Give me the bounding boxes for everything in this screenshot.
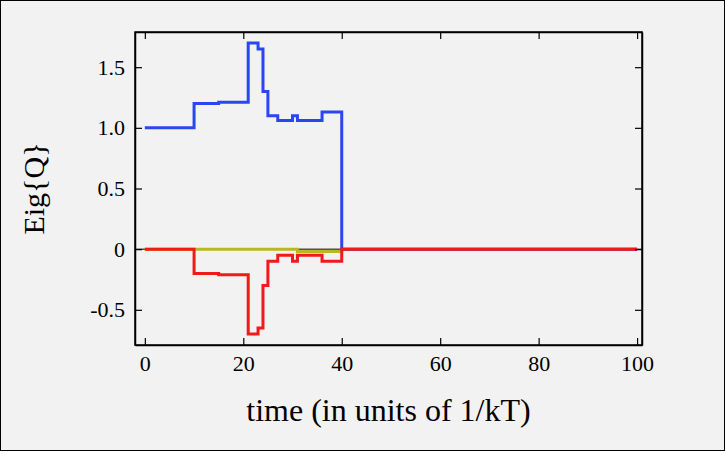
tick-mark <box>635 128 642 129</box>
tick-label: 80 <box>528 351 550 376</box>
tick-mark <box>145 32 146 39</box>
tick <box>342 32 343 39</box>
tick-mark <box>635 249 642 250</box>
tick-mark <box>635 67 642 68</box>
tick-mark <box>637 32 638 39</box>
tick-label: 60 <box>430 351 452 376</box>
tick <box>440 32 441 39</box>
series-line <box>145 249 637 334</box>
frame <box>135 32 642 345</box>
tick <box>243 32 244 39</box>
chart: 0 20 40 60 80 100 -0.5 0 0.5 1.0 1.5 time (in units… <box>0 0 725 451</box>
tick-label: 0 <box>140 351 151 376</box>
tick-label: 0 <box>114 237 125 262</box>
tick-mark <box>135 249 142 250</box>
x-axis-title: time (in units of 1/kT) <box>246 392 530 428</box>
tick-mark <box>243 32 244 39</box>
tick <box>635 310 642 311</box>
tick-label: -0.5 <box>90 297 125 322</box>
tick: 100 <box>621 338 654 376</box>
series-group <box>145 43 637 334</box>
tick: 0 <box>114 237 142 262</box>
tick: 0 <box>140 338 151 376</box>
background <box>1 1 725 451</box>
tick-mark <box>145 338 146 345</box>
tick <box>635 249 642 250</box>
tick: 40 <box>331 338 353 376</box>
tick-mark <box>135 310 142 311</box>
tick-mark <box>135 128 142 129</box>
y-axis: -0.5 0 0.5 1.0 1.5 <box>90 33 142 346</box>
tick-label: 20 <box>233 351 255 376</box>
tick-mark <box>635 310 642 311</box>
tick: -0.5 <box>90 297 142 322</box>
tick: 0.5 <box>98 176 143 201</box>
tick <box>635 67 642 68</box>
tick: 60 <box>430 338 452 376</box>
tick: 1.0 <box>98 115 143 140</box>
tick: 80 <box>528 338 550 376</box>
tick-mark <box>135 188 142 189</box>
tick-mark <box>440 32 441 39</box>
y-axis-right <box>635 33 643 346</box>
tick <box>635 189 642 190</box>
series-line <box>145 43 637 249</box>
tick-mark <box>342 32 343 39</box>
tick-mark <box>135 67 142 68</box>
y-axis-title: Eig{Q} <box>17 142 50 234</box>
tick-mark <box>539 32 540 39</box>
tick <box>539 32 540 39</box>
tick-mark <box>635 188 642 189</box>
tick-label: 1.0 <box>98 115 126 140</box>
tick <box>635 128 642 129</box>
tick-label: 40 <box>331 351 353 376</box>
axis-line <box>136 32 643 34</box>
tick-mark <box>342 338 343 345</box>
tick-mark <box>243 338 244 345</box>
tick <box>637 32 638 39</box>
tick-label: 100 <box>621 351 654 376</box>
tick: 20 <box>233 338 255 376</box>
tick-mark <box>539 338 540 345</box>
x-axis: 0 20 40 60 80 100 <box>136 338 655 376</box>
tick-mark <box>440 338 441 345</box>
tick-label: 0.5 <box>98 176 126 201</box>
tick: 1.5 <box>98 55 143 80</box>
plot: 0 20 40 60 80 100 -0.5 0 0.5 1.0 1.5 <box>90 32 654 376</box>
tick-label: 1.5 <box>98 55 126 80</box>
tick-mark <box>637 338 638 345</box>
x-axis-top <box>136 32 643 39</box>
axis-line <box>136 345 643 347</box>
tick <box>145 32 146 39</box>
